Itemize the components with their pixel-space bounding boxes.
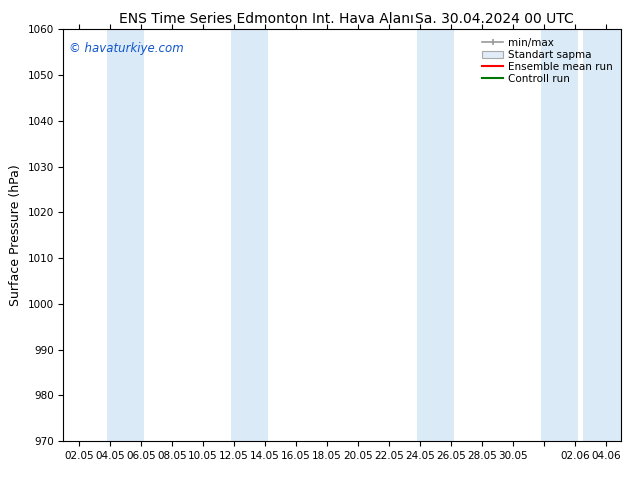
Bar xyxy=(541,29,578,441)
Bar xyxy=(231,29,268,441)
Text: © havaturkiye.com: © havaturkiye.com xyxy=(69,42,184,55)
Bar xyxy=(583,29,629,441)
Bar xyxy=(107,29,144,441)
Text: Sa. 30.04.2024 00 UTC: Sa. 30.04.2024 00 UTC xyxy=(415,12,574,26)
Y-axis label: Surface Pressure (hPa): Surface Pressure (hPa) xyxy=(9,164,22,306)
Bar xyxy=(417,29,454,441)
Text: ENS Time Series Edmonton Int. Hava Alanı: ENS Time Series Edmonton Int. Hava Alanı xyxy=(119,12,414,26)
Legend: min/max, Standart sapma, Ensemble mean run, Controll run: min/max, Standart sapma, Ensemble mean r… xyxy=(479,35,616,87)
